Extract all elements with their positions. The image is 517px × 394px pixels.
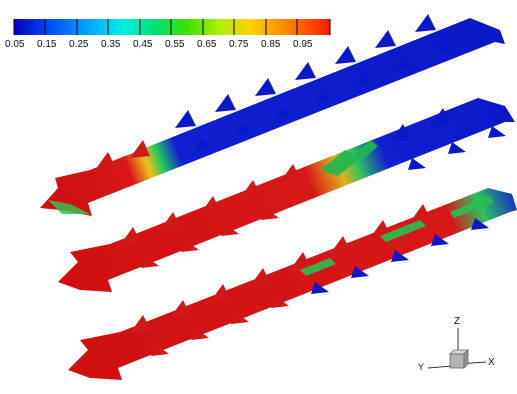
tube-top xyxy=(40,14,505,216)
tube-top-fins-hot xyxy=(95,140,150,170)
tube-bottom-fins xyxy=(130,204,431,356)
colorbar-label: 0.35 xyxy=(101,39,121,50)
tube-bottom xyxy=(68,188,517,380)
tube-middle-fins-hot xyxy=(120,164,301,268)
triad-cube xyxy=(449,353,465,369)
tube-bottom-fins-cool xyxy=(311,218,489,294)
tube-top-edge xyxy=(48,200,90,214)
tube-top-body xyxy=(40,18,505,216)
colorbar-gradient xyxy=(14,19,330,35)
x-axis-label: X xyxy=(488,357,495,368)
colorbar-label: 0.95 xyxy=(293,39,313,50)
axis-triad xyxy=(427,328,487,369)
colorbar-label: 0.15 xyxy=(37,39,57,50)
y-axis-line xyxy=(427,365,453,369)
colorbar-label: 0.05 xyxy=(5,39,25,50)
tube-middle xyxy=(58,98,515,292)
tube-bottom-mix xyxy=(300,196,494,276)
colorbar-label: 0.45 xyxy=(133,39,153,50)
tube-top-fins xyxy=(175,14,454,150)
colorbar-label: 0.85 xyxy=(261,39,281,50)
colorbar xyxy=(13,19,331,35)
colorbar-label: 0.75 xyxy=(229,39,249,50)
colorbar-label: 0.65 xyxy=(197,39,217,50)
colorbar-ticks xyxy=(13,19,331,35)
colorbar-label: 0.25 xyxy=(69,39,89,50)
z-axis-label: Z xyxy=(454,316,461,327)
tube-middle-fins xyxy=(390,108,506,170)
colorbar-label: 0.55 xyxy=(165,39,185,50)
tube-bottom-body xyxy=(68,188,517,380)
tube-middle-body xyxy=(58,98,515,292)
tube-middle-mix xyxy=(320,140,378,176)
y-axis-label: Y xyxy=(418,362,425,372)
